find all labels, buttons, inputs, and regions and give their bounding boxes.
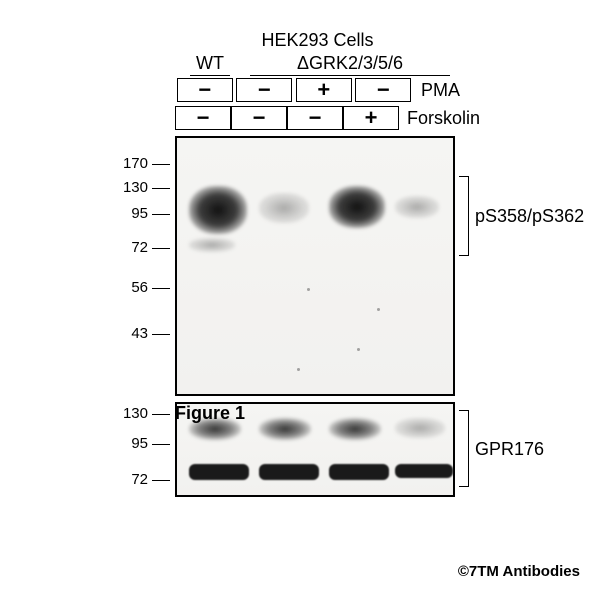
speckle (357, 348, 360, 351)
blot-band (329, 464, 389, 480)
blot-band (329, 186, 385, 228)
blot-band (395, 418, 445, 438)
blot-band (189, 464, 249, 480)
cell-line-title: HEK293 Cells (175, 30, 460, 51)
mw-marker-label: 72 (90, 471, 148, 488)
mw-marker-label: 95 (90, 435, 148, 452)
copyright-text: ©7TM Antibodies (458, 563, 580, 580)
mw-marker-label: 56 (90, 279, 148, 296)
lane-box: − (231, 106, 287, 130)
bracket-total (459, 410, 469, 487)
blot-band (189, 186, 247, 234)
treatment-label-forskolin: Forskolin (407, 108, 480, 129)
mw-marker-tick (152, 480, 170, 481)
right-label-total: GPR176 (475, 439, 544, 460)
right-label-phospho: pS358/pS362 (475, 206, 584, 227)
top-panel-wrap: 17013095725643 pS358/pS362 (90, 136, 460, 396)
mw-marker-tick (152, 188, 170, 189)
treatment-row-forskolin: − − − + Forskolin (175, 104, 460, 132)
bracket-phospho (459, 176, 469, 256)
lane-box: − (355, 78, 411, 102)
group-label-grk: ΔGRK2/3/5/6 (245, 53, 455, 74)
mw-marker-tick (152, 248, 170, 249)
group-label-wt: WT (175, 53, 245, 74)
treatment-label-pma: PMA (421, 80, 460, 101)
mw-marker-tick (152, 334, 170, 335)
mw-marker-tick (152, 214, 170, 215)
lane-box: − (236, 78, 292, 102)
blot-band (259, 418, 311, 440)
lane-box: − (177, 78, 233, 102)
mw-marker-tick (152, 164, 170, 165)
group-header-row: WT ΔGRK2/3/5/6 (175, 53, 460, 74)
bot-panel-wrap: 1309572 GPR176 (90, 402, 460, 497)
lane-box: + (296, 78, 352, 102)
mw-marker-label: 170 (90, 155, 148, 172)
mw-marker-label: 95 (90, 205, 148, 222)
mw-marker-label: 130 (90, 405, 148, 422)
speckle (307, 288, 310, 291)
mw-marker-label: 43 (90, 325, 148, 342)
mw-marker-label: 72 (90, 239, 148, 256)
mw-marker-tick (152, 288, 170, 289)
figure-container: HEK293 Cells WT ΔGRK2/3/5/6 − − + − PMA … (90, 30, 460, 497)
speckle (377, 308, 380, 311)
mw-marker-tick (152, 444, 170, 445)
lane-box: + (343, 106, 399, 130)
blot-band (259, 193, 309, 223)
blot-band (329, 418, 381, 440)
blot-band (395, 464, 453, 478)
blot-panel-phospho (175, 136, 455, 396)
lane-box: − (287, 106, 343, 130)
blot-band (259, 464, 319, 480)
mw-marker-label: 130 (90, 179, 148, 196)
blot-band (395, 196, 439, 218)
speckle (297, 368, 300, 371)
treatment-row-pma: − − + − PMA (175, 76, 460, 104)
lane-box: − (175, 106, 231, 130)
figure-number-label: Figure 1 (175, 403, 245, 424)
mw-marker-tick (152, 414, 170, 415)
blot-band (189, 238, 235, 252)
